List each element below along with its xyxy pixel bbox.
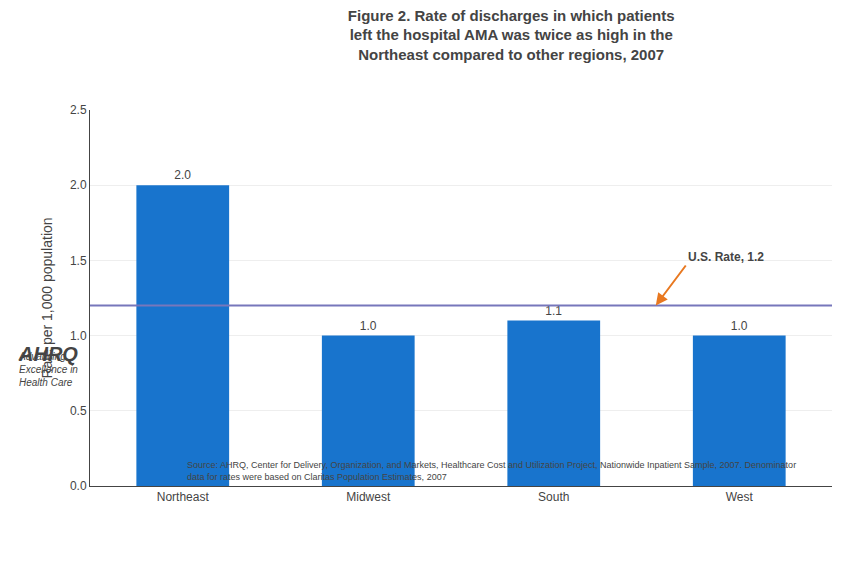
svg-text:1.0: 1.0: [731, 319, 748, 333]
svg-text:AdvancingExcellence inHealth C: AdvancingExcellence inHealth Care: [18, 351, 78, 388]
svg-text:South: South: [538, 490, 569, 504]
svg-text:1.1: 1.1: [545, 304, 562, 318]
svg-text:AHRQ: AHRQ: [18, 343, 78, 365]
svg-text:1.0: 1.0: [70, 329, 87, 343]
svg-text:U.S. Rate, 1.2: U.S. Rate, 1.2: [688, 250, 764, 264]
svg-text:2.0: 2.0: [174, 168, 191, 182]
svg-text:Midwest: Midwest: [346, 490, 391, 504]
svg-text:Figure 2. Rate of discharges i: Figure 2. Rate of discharges in which pa…: [348, 7, 675, 63]
svg-text:Northeast: Northeast: [157, 490, 210, 504]
svg-text:Source: AHRQ, Center for Deliv: Source: AHRQ, Center for Delivery, Organ…: [187, 460, 796, 482]
svg-text:1.5: 1.5: [70, 254, 87, 268]
svg-text:Rate per 1,000 population: Rate per 1,000 population: [39, 217, 55, 378]
svg-text:0.0: 0.0: [70, 479, 87, 493]
svg-text:2.0: 2.0: [70, 178, 87, 192]
svg-text:0.5: 0.5: [70, 404, 87, 418]
svg-text:1.0: 1.0: [360, 319, 377, 333]
svg-text:2.5: 2.5: [70, 103, 87, 117]
svg-text:West: West: [726, 490, 754, 504]
